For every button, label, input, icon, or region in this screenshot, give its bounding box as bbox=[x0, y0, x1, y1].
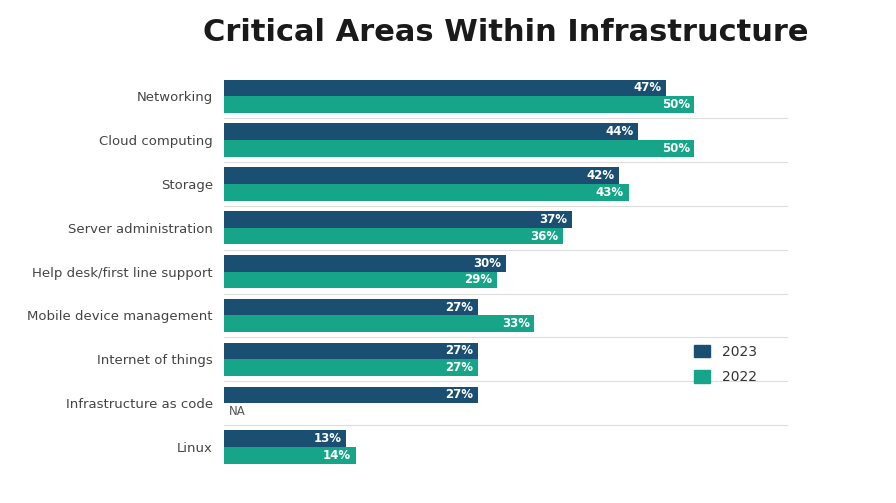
Bar bbox=[224, 140, 694, 157]
Text: 36%: 36% bbox=[530, 229, 558, 242]
Bar bbox=[224, 79, 667, 96]
Text: 42%: 42% bbox=[586, 169, 615, 182]
Bar bbox=[224, 96, 694, 113]
Legend: 2023, 2022: 2023, 2022 bbox=[694, 345, 756, 384]
Bar bbox=[224, 123, 638, 140]
Bar bbox=[224, 359, 478, 376]
Bar bbox=[224, 447, 356, 464]
Bar bbox=[224, 431, 346, 447]
Title: Critical Areas Within Infrastructure: Critical Areas Within Infrastructure bbox=[203, 18, 809, 47]
Text: 50%: 50% bbox=[661, 98, 690, 111]
Bar bbox=[224, 343, 478, 359]
Bar bbox=[224, 228, 563, 244]
Text: 50%: 50% bbox=[661, 142, 690, 155]
Bar bbox=[224, 211, 573, 228]
Text: 27%: 27% bbox=[445, 345, 473, 358]
Text: 27%: 27% bbox=[445, 388, 473, 401]
Bar bbox=[224, 315, 534, 332]
Text: 43%: 43% bbox=[596, 186, 624, 199]
Text: 33%: 33% bbox=[502, 317, 530, 330]
Text: 44%: 44% bbox=[605, 125, 633, 138]
Text: NA: NA bbox=[228, 405, 246, 418]
Text: 27%: 27% bbox=[445, 361, 473, 374]
Bar bbox=[224, 255, 506, 272]
Text: 30%: 30% bbox=[474, 257, 502, 270]
Bar bbox=[224, 167, 619, 184]
Bar bbox=[224, 386, 478, 403]
Text: 14%: 14% bbox=[323, 449, 351, 462]
Text: 13%: 13% bbox=[314, 432, 341, 445]
Bar bbox=[224, 184, 629, 201]
Bar bbox=[224, 272, 497, 288]
Text: 27%: 27% bbox=[445, 301, 473, 314]
Bar bbox=[224, 299, 478, 315]
Text: 47%: 47% bbox=[633, 81, 661, 95]
Text: 29%: 29% bbox=[464, 274, 492, 286]
Text: 37%: 37% bbox=[539, 213, 567, 226]
